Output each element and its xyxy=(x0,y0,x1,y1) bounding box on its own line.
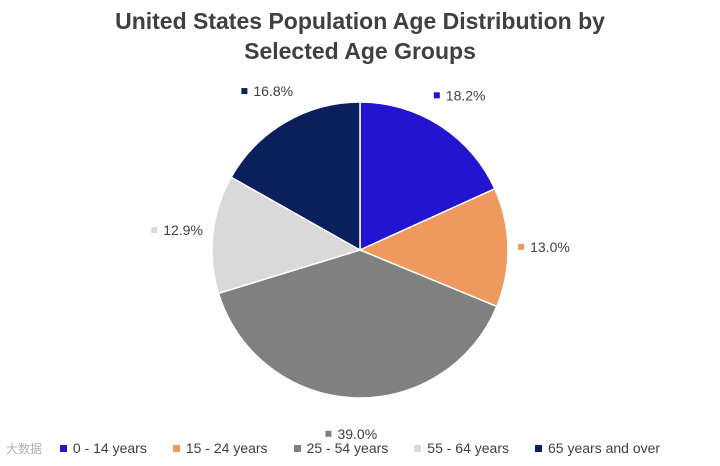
legend-label-1: 15 - 24 years xyxy=(185,440,268,456)
legend-item-0: 0 - 14 years xyxy=(59,440,147,456)
pie-slice-4 xyxy=(230,101,361,252)
pie-slice-3 xyxy=(211,176,362,295)
data-label-0: 18.2% xyxy=(433,87,486,103)
pie-slices xyxy=(211,101,509,399)
data-label-3: 12.9% xyxy=(151,222,203,238)
chart-title-line-1: United States Population Age Distributio… xyxy=(115,8,605,34)
pie-data-labels: 18.2% 13.0% 39.0% 12.9% 16.8% xyxy=(151,83,570,442)
legend-label-0: 0 - 14 years xyxy=(72,440,147,456)
data-label-key-2 xyxy=(325,430,332,437)
data-label-key-4 xyxy=(241,88,248,95)
watermark: 大数据 xyxy=(6,442,43,456)
data-label-key-3 xyxy=(151,227,158,234)
data-label-text-1: 13.0% xyxy=(530,239,570,255)
chart-title: United States Population Age Distributio… xyxy=(0,6,720,66)
chart-title-line-2: Selected Age Groups xyxy=(244,38,476,64)
legend-item-4: 65 years and over xyxy=(535,440,660,456)
data-label-key-1 xyxy=(518,243,525,250)
legend-item-2: 25 - 54 years xyxy=(293,440,389,456)
legend-swatch-1 xyxy=(172,444,180,452)
data-label-4: 16.8% xyxy=(241,83,293,99)
legend-swatch-3 xyxy=(414,444,422,452)
legend-item-1: 15 - 24 years xyxy=(172,440,268,456)
pie-slice-0 xyxy=(359,101,496,252)
legend-label-2: 25 - 54 years xyxy=(306,440,389,456)
legend-swatch-2 xyxy=(293,444,301,452)
data-label-1: 13.0% xyxy=(518,239,570,255)
legend-label-3: 55 - 64 years xyxy=(427,440,509,456)
pie-slice-1 xyxy=(358,187,509,308)
legend-label-4: 65 years and over xyxy=(548,440,661,456)
pie-slice-2 xyxy=(217,249,498,399)
legend-swatch-4 xyxy=(535,444,542,452)
legend-item-3: 55 - 64 years xyxy=(414,440,509,456)
data-label-text-0: 18.2% xyxy=(446,87,486,103)
legend: 0 - 14 years 15 - 24 years 25 - 54 years 55… xyxy=(0,438,720,458)
data-label-text-3: 12.9% xyxy=(163,222,203,238)
legend-swatch-0 xyxy=(59,444,67,452)
data-label-key-0 xyxy=(433,92,440,99)
data-label-text-4: 16.8% xyxy=(253,83,293,99)
data-label-text-2: 39.0% xyxy=(337,426,377,442)
data-label-2: 39.0% xyxy=(325,426,377,442)
